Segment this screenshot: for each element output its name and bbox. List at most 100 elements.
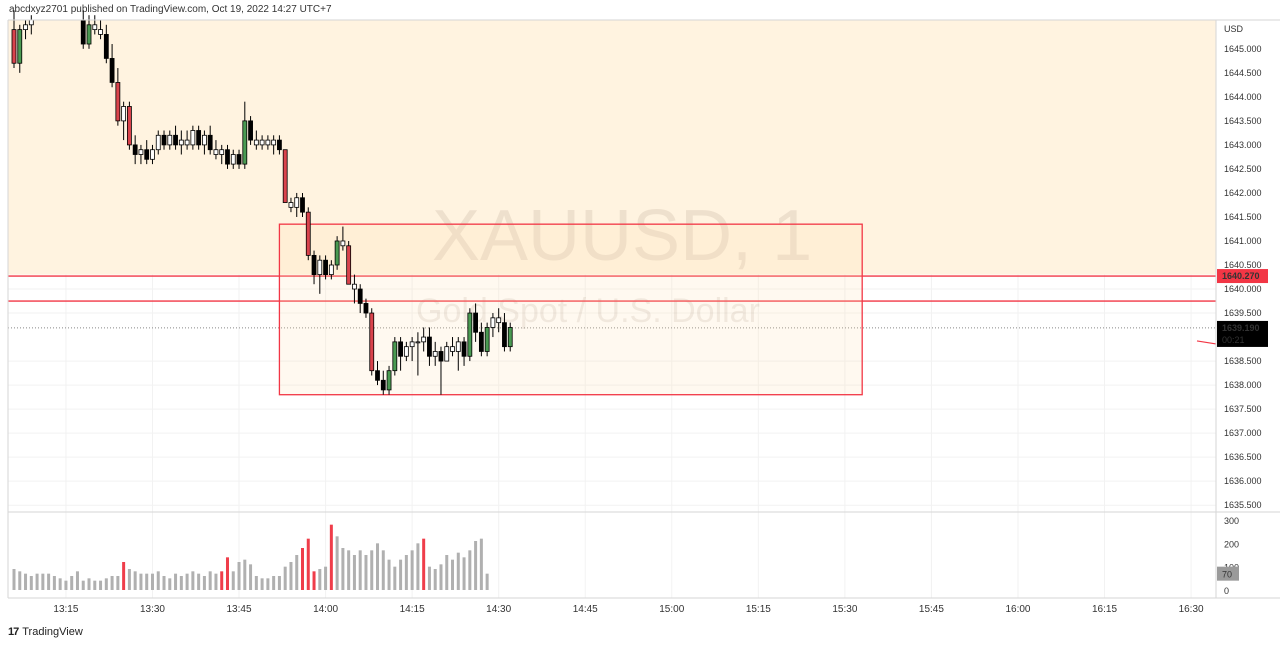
volume-bar bbox=[18, 571, 22, 590]
volume-bar bbox=[150, 573, 154, 590]
candle-body bbox=[86, 24, 92, 45]
volume-bar bbox=[145, 573, 149, 590]
time-tick: 13:45 bbox=[227, 604, 252, 615]
volume-tick: 300 bbox=[1224, 516, 1239, 526]
price-tick: 1644.000 bbox=[1224, 92, 1262, 102]
candle-body bbox=[17, 29, 23, 64]
candle-body bbox=[363, 303, 369, 314]
drawn-rectangle[interactable] bbox=[278, 223, 863, 396]
candle-body bbox=[288, 202, 294, 208]
candle-body bbox=[352, 283, 357, 290]
volume-bar bbox=[87, 578, 91, 590]
price-tick: 1641.500 bbox=[1224, 212, 1262, 222]
candle-body bbox=[127, 106, 132, 146]
time-tick: 14:30 bbox=[486, 604, 511, 615]
candle-body bbox=[305, 211, 311, 256]
candle-body bbox=[317, 259, 323, 276]
price-tick: 1640.000 bbox=[1224, 284, 1262, 294]
candle-body bbox=[242, 120, 248, 165]
volume-bar bbox=[220, 571, 224, 590]
volume-bar bbox=[416, 543, 420, 590]
price-tick: 1635.500 bbox=[1224, 500, 1262, 510]
price-marker-tick bbox=[1196, 340, 1217, 345]
tradingview-footer[interactable]: 17 TradingView bbox=[8, 626, 83, 638]
volume-bar bbox=[260, 578, 264, 590]
candle-body bbox=[444, 346, 450, 362]
volume-bar bbox=[399, 559, 403, 590]
candle-body bbox=[213, 149, 219, 155]
candle-body bbox=[375, 370, 380, 381]
time-tick: 14:45 bbox=[573, 604, 598, 615]
volume-bar bbox=[404, 555, 408, 590]
volume-current-label: 70 bbox=[1222, 570, 1232, 580]
volume-bar bbox=[162, 576, 166, 590]
candle-body bbox=[28, 19, 34, 26]
volume-bar bbox=[29, 576, 33, 590]
volume-bar bbox=[93, 580, 97, 590]
volume-bar bbox=[47, 573, 51, 590]
time-tick: 16:30 bbox=[1179, 604, 1204, 615]
volume-bar bbox=[24, 573, 28, 590]
volume-bar bbox=[364, 555, 368, 590]
volume-bar bbox=[341, 548, 345, 590]
volume-bar bbox=[352, 555, 356, 590]
candle-body bbox=[115, 82, 121, 122]
price-label: 1639.190 bbox=[1222, 323, 1260, 333]
candle-body bbox=[271, 139, 277, 146]
time-tick: 14:15 bbox=[400, 604, 425, 615]
price-tick: 1638.000 bbox=[1224, 380, 1262, 390]
volume-bar bbox=[254, 576, 258, 590]
time-tick: 16:15 bbox=[1092, 604, 1117, 615]
candle-body bbox=[311, 254, 317, 276]
volume-bar bbox=[156, 571, 160, 590]
candle-body bbox=[300, 197, 305, 213]
time-tick: 14:00 bbox=[313, 604, 338, 615]
time-tick: 15:45 bbox=[919, 604, 944, 615]
candle-body bbox=[202, 134, 207, 146]
time-axis: 13:15 13:30 13:45 14:00 14:15 14:30 14:45 15:00… bbox=[53, 604, 1204, 615]
volume-bar bbox=[439, 564, 443, 590]
candle-body bbox=[80, 19, 86, 45]
volume-bar bbox=[174, 573, 178, 590]
candle-body bbox=[323, 259, 328, 276]
volume-bar bbox=[335, 536, 339, 590]
volume-bar bbox=[283, 566, 287, 590]
volume-bar bbox=[185, 573, 189, 590]
candle-body bbox=[380, 379, 386, 391]
price-tick: 1642.000 bbox=[1224, 188, 1262, 198]
candle-body bbox=[340, 240, 346, 247]
candle-body bbox=[161, 134, 167, 146]
candle-body bbox=[219, 149, 225, 155]
watermark-symbol: XAUUSD, 1 bbox=[432, 196, 812, 276]
volume-bar bbox=[35, 573, 39, 590]
candle-body bbox=[248, 120, 253, 141]
price-tick: 1645.000 bbox=[1224, 44, 1262, 54]
volume-bar bbox=[445, 555, 449, 590]
volume-bar bbox=[347, 550, 351, 590]
candle-body bbox=[478, 331, 484, 352]
volume-bar bbox=[358, 550, 362, 590]
volume-bar bbox=[52, 576, 56, 590]
volume-current-badge bbox=[1217, 566, 1239, 581]
candle-body bbox=[455, 341, 461, 352]
volume-bar bbox=[81, 580, 85, 590]
time-tick: 16:00 bbox=[1005, 604, 1030, 615]
price-tick: 1636.000 bbox=[1224, 476, 1262, 486]
candle-body bbox=[357, 288, 363, 304]
volume-bar bbox=[139, 573, 143, 590]
candle-body bbox=[328, 264, 334, 276]
volume-bar bbox=[70, 576, 74, 590]
price-tick: 1642.500 bbox=[1224, 164, 1262, 174]
candle-body bbox=[190, 130, 196, 146]
price-tick: 1644.500 bbox=[1224, 68, 1262, 78]
volume-bar bbox=[381, 550, 385, 590]
price-tick: 1641.000 bbox=[1224, 236, 1262, 246]
price-tick: 1638.500 bbox=[1224, 356, 1262, 366]
candle-body bbox=[484, 327, 490, 352]
volume-bar bbox=[318, 569, 322, 590]
candle-body bbox=[98, 29, 103, 35]
volume-bar bbox=[393, 566, 397, 590]
candle-body bbox=[502, 322, 507, 348]
volume-bar bbox=[58, 578, 62, 590]
